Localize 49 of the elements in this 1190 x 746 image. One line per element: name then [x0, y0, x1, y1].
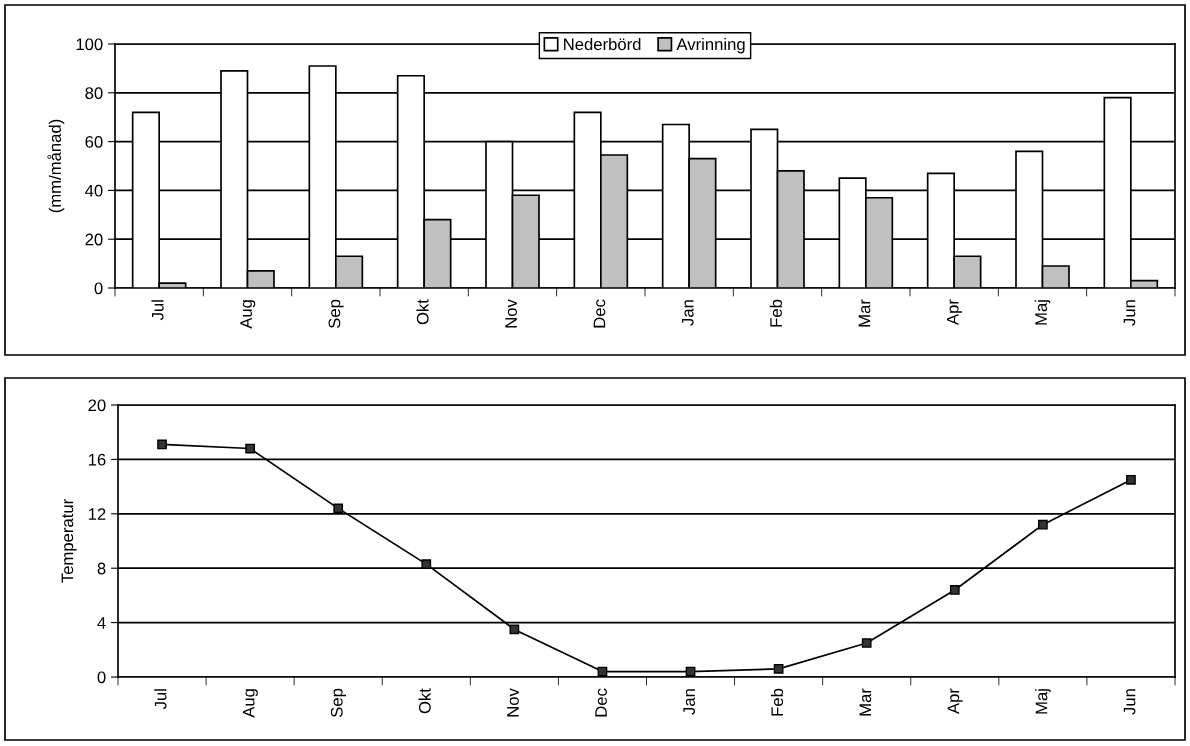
- point: [861, 638, 872, 648]
- y-axis-title: (mm/månad): [47, 119, 65, 213]
- y-tick-label: 60: [85, 136, 103, 148]
- point: [1038, 519, 1048, 530]
- point: [245, 443, 255, 454]
- x-tick-label: Apr: [947, 688, 963, 715]
- point: [421, 559, 432, 569]
- y-tick-label: 20: [85, 233, 103, 246]
- x-tick-label: Feb: [770, 688, 784, 716]
- point: [1126, 474, 1136, 485]
- point: [773, 663, 784, 674]
- legend-label: Avrinning: [676, 37, 745, 54]
- x-tick-label: Mar: [859, 688, 872, 716]
- y-tick-label: 100: [76, 38, 103, 51]
- y-tick-label: 12: [88, 508, 106, 520]
- x-tick-label: Feb: [769, 299, 782, 327]
- y-axis-title: Temperatur: [61, 499, 77, 583]
- y-tick-label: 0: [94, 282, 103, 295]
- x-tick-label: Dec: [593, 299, 606, 328]
- x-tick-label: Aug: [240, 300, 256, 329]
- y-tick-label: 80: [85, 87, 103, 99]
- y-tick-label: 4: [97, 617, 106, 629]
- x-tick-label: Sep: [330, 688, 346, 718]
- point: [333, 503, 344, 514]
- point: [949, 585, 960, 595]
- x-tick-label: Nov: [505, 299, 517, 328]
- x-tick-label: Maj: [1034, 300, 1051, 325]
- x-tick-label: Maj: [1035, 689, 1051, 714]
- y-tick-label: 0: [97, 671, 106, 684]
- x-tick-label: Jul: [154, 689, 167, 710]
- x-tick-label: Sep: [328, 299, 344, 329]
- y-tick-label: 40: [85, 184, 103, 197]
- x-tick-label: Jul: [151, 300, 164, 321]
- legend-label: Nederbörd: [564, 37, 641, 51]
- x-tick-label: Aug: [242, 689, 258, 718]
- x-tick-label: Jan: [682, 300, 694, 326]
- x-tick-label: Jun: [1123, 689, 1136, 715]
- y-tick-label: 16: [88, 453, 106, 466]
- x-tick-label: Mar: [858, 299, 871, 327]
- y-tick-label: 20: [88, 399, 106, 412]
- point: [157, 439, 167, 450]
- x-tick-label: Okt: [416, 299, 429, 325]
- x-tick-label: Nov: [507, 688, 519, 717]
- x-tick-label: Okt: [418, 688, 431, 714]
- x-tick-label: Apr: [947, 299, 962, 326]
- x-tick-label: Jan: [683, 689, 696, 715]
- x-tick-label: Dec: [595, 688, 607, 717]
- x-tick-label: Jun: [1123, 300, 1136, 326]
- y-tick-label: 8: [97, 562, 106, 575]
